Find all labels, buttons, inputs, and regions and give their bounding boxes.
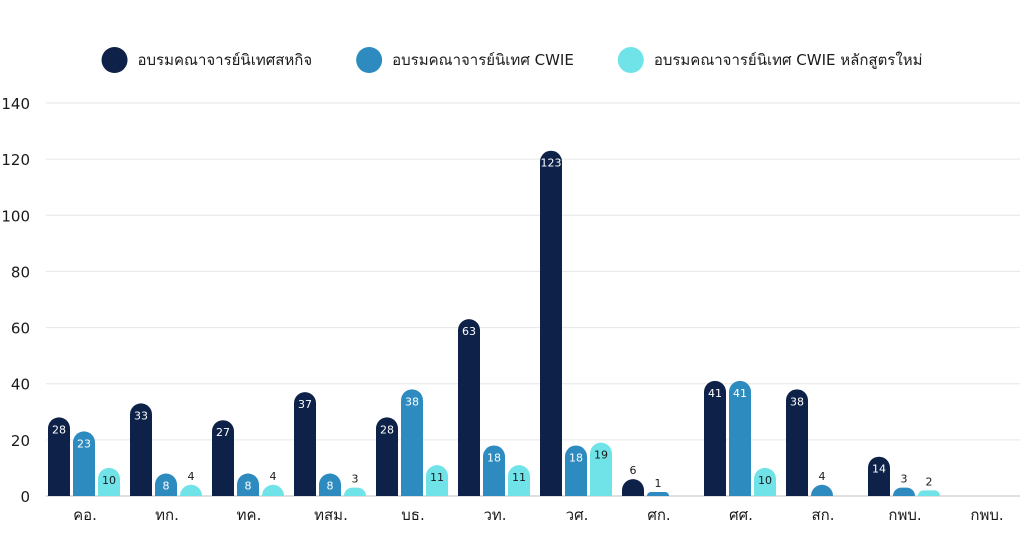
data-label: 23 xyxy=(77,437,91,450)
data-label: 38 xyxy=(405,395,419,408)
bar xyxy=(565,445,587,496)
bar xyxy=(590,442,612,496)
bar xyxy=(294,392,316,496)
bar xyxy=(376,417,398,496)
data-label: 11 xyxy=(430,471,444,484)
bar xyxy=(786,389,808,496)
bar xyxy=(622,479,644,496)
data-label: 27 xyxy=(216,426,230,439)
data-label: 123 xyxy=(541,157,562,170)
bar xyxy=(237,473,259,496)
bar xyxy=(98,467,120,496)
y-tick-label: 140 xyxy=(1,95,30,113)
x-tick-label: ทค. xyxy=(237,506,262,524)
bar xyxy=(73,431,95,496)
data-label: 4 xyxy=(270,470,277,483)
bar xyxy=(180,484,202,496)
data-label: 2 xyxy=(926,475,933,488)
data-label: 41 xyxy=(733,387,747,400)
bar xyxy=(729,380,751,496)
data-label: 8 xyxy=(327,480,334,493)
legend: อบรมคณาจารย์นิเทศสหกิจ อบรมคณาจารย์นิเทศ … xyxy=(101,47,923,73)
bar xyxy=(48,417,70,496)
data-label: 8 xyxy=(245,480,252,493)
data-label: 8 xyxy=(163,480,170,493)
bar xyxy=(155,473,177,496)
bar xyxy=(647,492,669,496)
bar xyxy=(754,467,776,496)
data-label: 37 xyxy=(298,398,312,411)
bar xyxy=(540,150,562,496)
legend-swatch xyxy=(356,47,383,73)
bar xyxy=(508,465,530,496)
bar xyxy=(130,403,152,496)
y-tick-label: 40 xyxy=(11,376,30,394)
y-grid xyxy=(46,102,1020,497)
data-label: 41 xyxy=(708,387,722,400)
x-tick-label: วศ. xyxy=(566,506,589,524)
bar xyxy=(893,487,915,496)
data-label: 33 xyxy=(134,409,148,422)
bar xyxy=(401,389,423,496)
x-tick-label: กพบ. xyxy=(888,506,921,524)
data-label: 18 xyxy=(487,451,501,464)
x-tick-label: ทก. xyxy=(155,506,179,524)
bar xyxy=(319,473,341,496)
data-label: 10 xyxy=(758,474,772,487)
x-tick-label: ทสม. xyxy=(314,506,348,524)
data-label: 14 xyxy=(872,463,886,476)
legend-swatch xyxy=(617,47,644,73)
data-label: 28 xyxy=(52,423,66,436)
y-tick-label: 60 xyxy=(11,320,30,338)
legend-label: อบรมคณาจารย์นิเทศ CWIE หลักสูตรใหม่ xyxy=(654,51,923,69)
y-tick-label: 120 xyxy=(1,151,30,169)
data-label: 4 xyxy=(188,470,195,483)
x-tick-label: กพบ. xyxy=(970,506,1003,524)
x-tick-label: สก. xyxy=(811,506,834,524)
y-tick-label: 80 xyxy=(11,263,30,281)
data-label: 18 xyxy=(569,451,583,464)
bar xyxy=(262,484,284,496)
y-tick-label: 20 xyxy=(11,432,30,450)
data-label: 3 xyxy=(901,473,908,486)
bar xyxy=(704,380,726,496)
x-tick-label: วท. xyxy=(483,506,506,524)
legend-label: อบรมคณาจารย์นิเทศสหกิจ xyxy=(138,51,313,69)
x-tick-label: ศศ. xyxy=(729,506,753,524)
x-tick-label: ศก. xyxy=(647,506,670,524)
data-label: 3 xyxy=(352,473,359,486)
data-label: 10 xyxy=(102,474,116,487)
bar xyxy=(868,456,890,496)
y-tick-label: 0 xyxy=(20,488,30,506)
legend-label: อบรมคณาจารย์นิเทศ CWIE xyxy=(392,51,574,69)
data-label: 28 xyxy=(380,423,394,436)
data-label: 38 xyxy=(790,395,804,408)
data-label: 6 xyxy=(630,464,637,477)
y-tick-label: 100 xyxy=(1,207,30,225)
data-label: 19 xyxy=(594,449,608,462)
data-label: 11 xyxy=(512,471,526,484)
bar xyxy=(918,490,940,496)
bar xyxy=(344,487,366,496)
bar xyxy=(212,420,234,496)
legend-swatch xyxy=(101,47,128,73)
bar xyxy=(426,465,448,496)
data-label: 4 xyxy=(819,470,826,483)
x-tick-label: คอ. xyxy=(73,506,97,524)
x-tick-label: บธ. xyxy=(401,506,424,524)
data-label: 63 xyxy=(462,325,476,338)
bar xyxy=(811,484,833,496)
bar xyxy=(458,319,480,496)
data-label: 1 xyxy=(655,477,662,490)
bar xyxy=(483,445,505,496)
